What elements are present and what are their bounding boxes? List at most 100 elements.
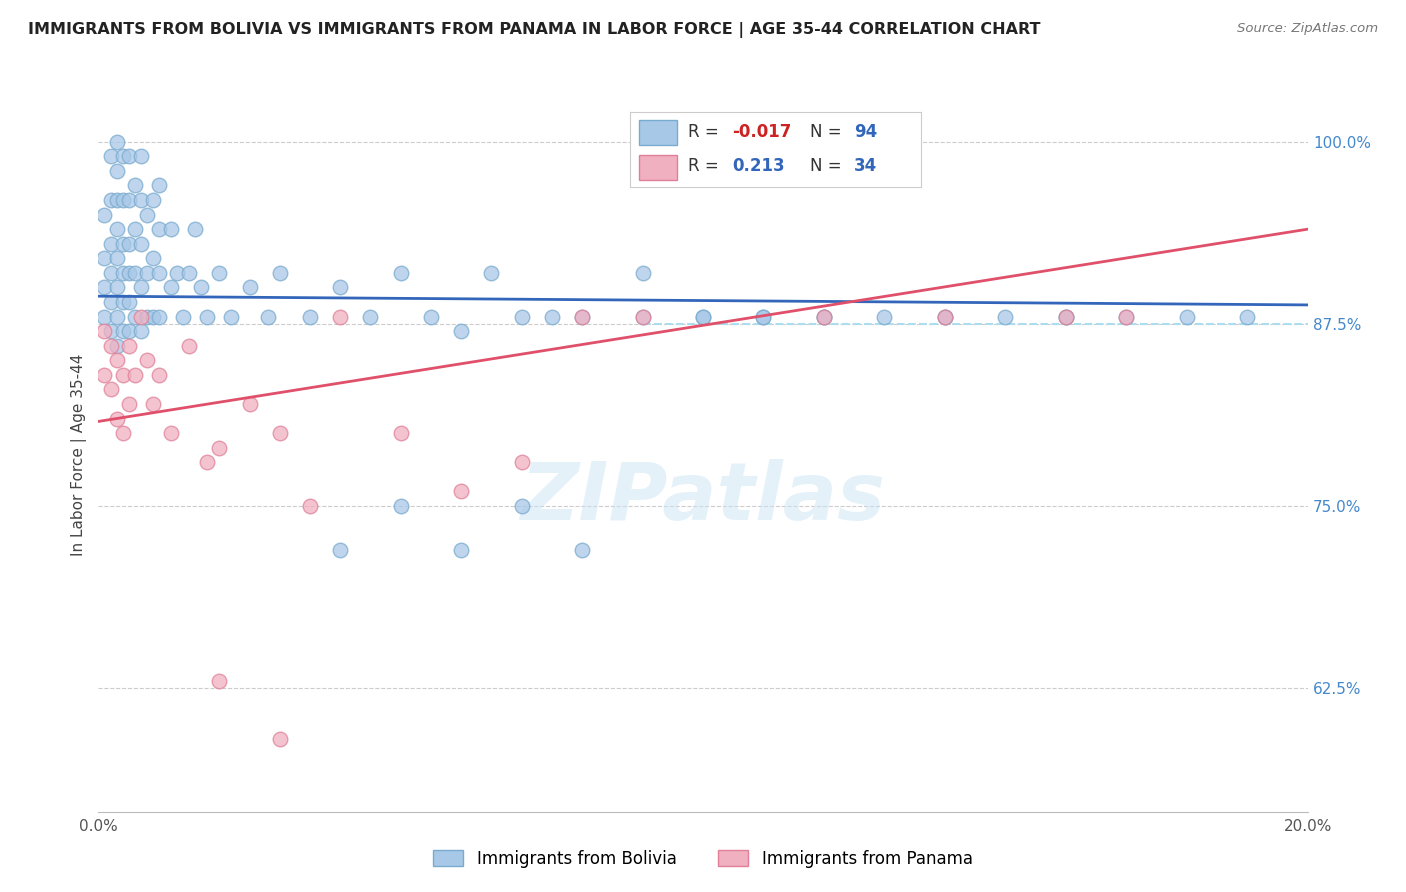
Point [160, 426, 183, 441]
Point [269, 266, 291, 280]
Point [135, 353, 157, 368]
Point [111, 295, 134, 310]
Point [111, 368, 134, 382]
Point [111, 193, 134, 207]
Point [100, 295, 122, 310]
Point [105, 164, 128, 178]
Point [450, 542, 472, 557]
Legend: Immigrants from Bolivia, Immigrants from Panama: Immigrants from Bolivia, Immigrants from… [427, 844, 979, 875]
Point [124, 310, 146, 324]
Point [142, 252, 165, 266]
Point [239, 397, 262, 411]
Point [105, 252, 128, 266]
Point [142, 397, 165, 411]
Point [100, 193, 122, 207]
Point [166, 266, 188, 280]
Point [124, 178, 146, 193]
Point [118, 339, 141, 353]
Y-axis label: In Labor Force | Age 35-44: In Labor Force | Age 35-44 [72, 354, 87, 556]
Point [111, 236, 134, 251]
Point [124, 368, 146, 382]
Point [124, 222, 146, 236]
Point [571, 310, 593, 324]
Point [1054, 310, 1077, 324]
Point [389, 266, 412, 280]
Bar [640, 155, 676, 180]
Point [129, 236, 152, 251]
Point [208, 441, 231, 455]
Text: IMMIGRANTS FROM BOLIVIA VS IMMIGRANTS FROM PANAMA IN LABOR FORCE | AGE 35-44 COR: IMMIGRANTS FROM BOLIVIA VS IMMIGRANTS FR… [28, 22, 1040, 38]
Point [105, 193, 128, 207]
Point [360, 310, 382, 324]
Text: R =: R = [689, 123, 724, 141]
Point [221, 310, 243, 324]
Point [100, 236, 122, 251]
Point [129, 149, 152, 163]
Point [148, 178, 170, 193]
Point [1054, 310, 1077, 324]
Point [148, 310, 170, 324]
Point [148, 222, 170, 236]
Point [631, 266, 654, 280]
Point [100, 324, 122, 338]
Point [934, 310, 956, 324]
Point [129, 310, 152, 324]
Point [135, 208, 157, 222]
Point [111, 426, 134, 441]
Point [389, 426, 412, 441]
Point [256, 310, 278, 324]
Bar [640, 120, 676, 145]
Point [1175, 310, 1198, 324]
Point [179, 339, 201, 353]
Text: R =: R = [689, 157, 724, 176]
Point [692, 310, 714, 324]
Point [93, 252, 115, 266]
Point [148, 266, 170, 280]
Point [1054, 310, 1077, 324]
Point [100, 383, 122, 397]
Point [93, 368, 115, 382]
Point [481, 266, 503, 280]
Point [239, 280, 262, 294]
Text: N =: N = [810, 123, 848, 141]
Point [172, 310, 194, 324]
Point [135, 310, 157, 324]
Text: ZIPatlas: ZIPatlas [520, 458, 886, 537]
Point [105, 280, 128, 294]
Point [100, 266, 122, 280]
Point [813, 310, 835, 324]
Point [389, 499, 412, 513]
Point [148, 368, 170, 382]
Point [118, 324, 141, 338]
Point [111, 149, 134, 163]
Text: Source: ZipAtlas.com: Source: ZipAtlas.com [1237, 22, 1378, 36]
Point [118, 295, 141, 310]
Point [135, 266, 157, 280]
Point [813, 310, 835, 324]
Text: 34: 34 [853, 157, 877, 176]
Point [269, 426, 291, 441]
Point [692, 310, 714, 324]
Point [105, 353, 128, 368]
Text: N =: N = [810, 157, 848, 176]
Point [269, 731, 291, 746]
Point [571, 310, 593, 324]
Point [93, 324, 115, 338]
Text: 94: 94 [853, 123, 877, 141]
Point [631, 310, 654, 324]
Point [179, 266, 201, 280]
Point [142, 193, 165, 207]
Point [510, 455, 533, 469]
Point [105, 135, 128, 149]
Point [510, 499, 533, 513]
Point [934, 310, 956, 324]
Point [994, 310, 1017, 324]
Point [190, 280, 212, 294]
Point [299, 310, 322, 324]
Point [118, 149, 141, 163]
Point [118, 266, 141, 280]
Point [873, 310, 896, 324]
Point [93, 280, 115, 294]
Point [105, 222, 128, 236]
Point [631, 310, 654, 324]
